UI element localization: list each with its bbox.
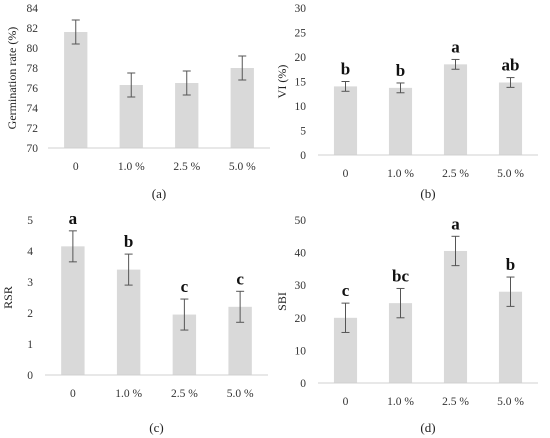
y-tick-label: 5 — [300, 126, 306, 138]
x-tick-label: 2.5 % — [442, 168, 469, 180]
panel-label: (b) — [420, 186, 435, 201]
y-tick-label: 0 — [300, 150, 306, 162]
y-tick-label: 0 — [300, 378, 306, 390]
y-tick-label: 0 — [27, 370, 33, 382]
y-tick-label: 20 — [295, 52, 307, 64]
y-tick-label: 3 — [27, 277, 33, 289]
x-tick-label: 5.0 % — [497, 396, 524, 408]
y-tick-label: 74 — [27, 103, 39, 115]
bar — [228, 306, 252, 375]
x-tick-label: 0 — [70, 388, 76, 400]
y-tick-label: 10 — [295, 101, 307, 113]
panel-label: (c) — [149, 420, 163, 435]
significance-letter: c — [181, 277, 189, 296]
bar — [333, 86, 358, 155]
y-tick-label: 30 — [295, 3, 307, 15]
x-tick-label: 2.5 % — [442, 396, 469, 408]
significance-letter: a — [451, 37, 460, 56]
panel-label: (a) — [152, 186, 166, 201]
y-tick-label: 15 — [295, 77, 307, 89]
bar — [498, 82, 523, 155]
significance-letter: b — [396, 61, 405, 80]
bar — [443, 250, 468, 383]
chart-panel-3: 0 1 2 3 4 5 RSR a 0 b 1.0 % c 2.5 % c 5.0 % (c) — [1, 209, 268, 435]
y-tick-label: 82 — [27, 23, 39, 35]
bar — [116, 269, 141, 375]
significance-letter: a — [69, 209, 78, 228]
x-tick-label: 1.0 % — [118, 161, 145, 173]
y-tick-label: 76 — [27, 83, 39, 95]
x-tick-label: 1.0 % — [115, 388, 142, 400]
significance-letter: c — [236, 269, 244, 288]
y-tick-label: 5 — [27, 215, 33, 227]
y-tick-label: 72 — [27, 123, 39, 135]
significance-letter: b — [506, 255, 515, 274]
x-tick-label: 0 — [343, 168, 349, 180]
bar — [498, 291, 523, 383]
bar — [388, 87, 413, 155]
chart-panel-1: 70 72 74 76 78 80 82 84 Germination rate (%) 0 1.0… — [5, 3, 270, 201]
y-tick-label: 25 — [295, 28, 307, 40]
y-axis-label: SBI — [275, 292, 289, 311]
x-tick-label: 5.0 % — [227, 388, 254, 400]
panel-label: (d) — [420, 420, 435, 435]
y-tick-label: 20 — [295, 313, 307, 325]
x-tick-label: 1.0 % — [387, 396, 414, 408]
bar — [64, 32, 88, 148]
y-axis-label: RSR — [1, 286, 15, 309]
y-axis-label: VI (%) — [275, 65, 289, 99]
x-tick-label: 2.5 % — [173, 161, 200, 173]
x-tick-label: 0 — [343, 396, 349, 408]
y-tick-label: 70 — [27, 143, 39, 155]
y-tick-label: 84 — [27, 3, 39, 15]
significance-letter: b — [341, 60, 350, 79]
significance-letter: bc — [392, 266, 409, 285]
y-tick-label: 40 — [295, 248, 307, 260]
y-tick-label: 1 — [27, 339, 33, 351]
y-tick-label: 10 — [295, 345, 307, 357]
y-tick-label: 80 — [27, 43, 39, 55]
bar — [61, 246, 85, 375]
x-tick-label: 0 — [73, 161, 79, 173]
bar — [230, 68, 254, 148]
bar — [443, 64, 468, 155]
x-tick-label: 1.0 % — [387, 168, 414, 180]
significance-letter: b — [124, 232, 133, 251]
x-tick-label: 5.0 % — [497, 168, 524, 180]
y-tick-label: 78 — [27, 63, 39, 75]
bar — [119, 85, 143, 148]
significance-letter: c — [342, 281, 350, 300]
y-tick-label: 50 — [295, 215, 307, 227]
significance-letter: ab — [502, 56, 520, 75]
y-axis-label: Germination rate (%) — [5, 27, 19, 130]
bar — [172, 314, 197, 375]
y-tick-label: 4 — [27, 246, 33, 258]
chart-panel-2: 0 5 10 15 20 25 30 VI (%) b 0 b 1.0 % a 2.5 % ab 5.0 % (… — [275, 3, 538, 201]
bar — [388, 303, 413, 383]
y-tick-label: 2 — [27, 308, 33, 320]
bar — [333, 317, 358, 383]
y-tick-label: 30 — [295, 280, 307, 292]
significance-letter: a — [451, 214, 460, 233]
x-tick-label: 2.5 % — [171, 388, 198, 400]
bar — [175, 83, 199, 148]
x-tick-label: 5.0 % — [229, 161, 256, 173]
chart-panel-4: 0 10 20 30 40 50 SBI c 0 bc 1.0 % a 2.5 % b 5.0 % (d) — [275, 214, 538, 435]
